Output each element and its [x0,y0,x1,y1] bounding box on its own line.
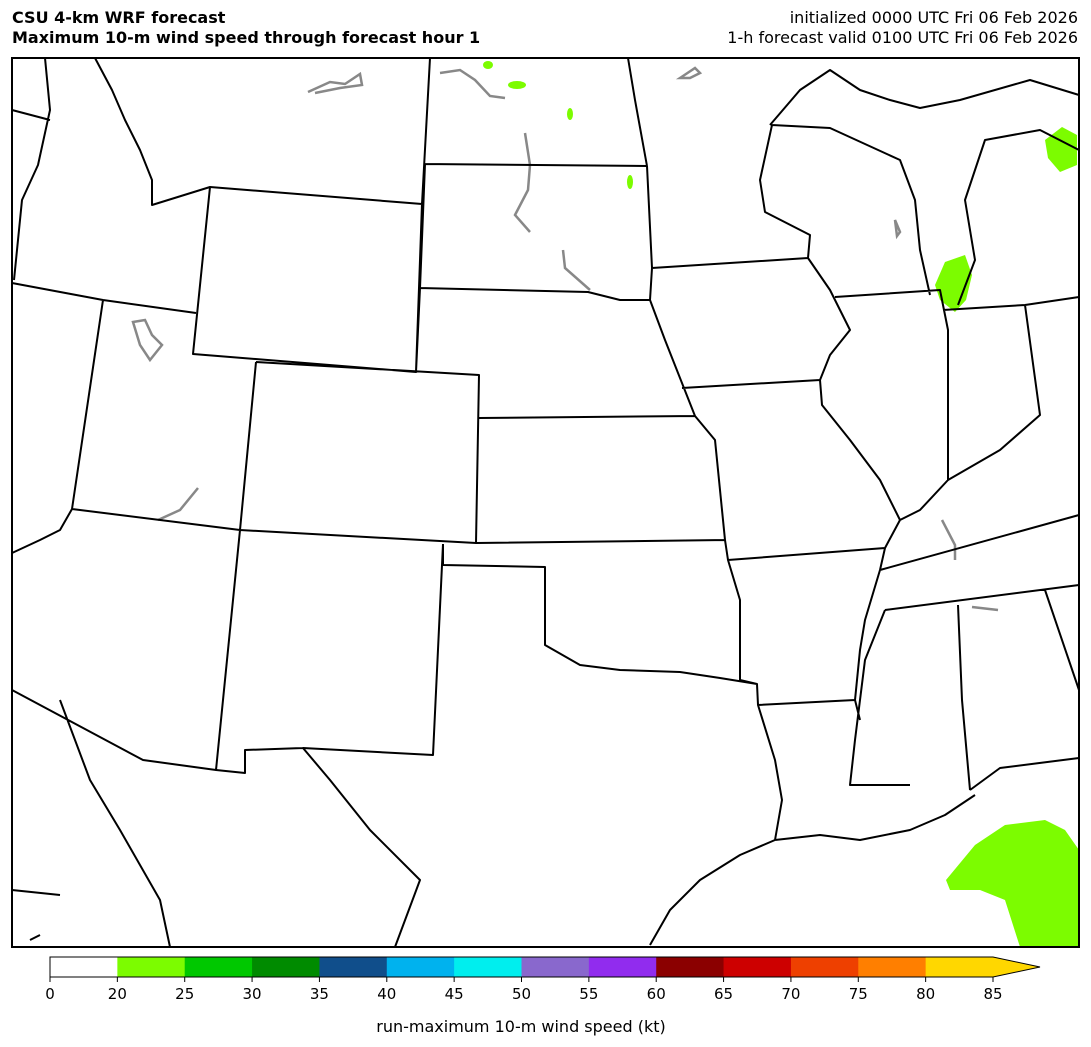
colorbar-segment [454,957,522,977]
lake [157,487,199,522]
colorbar-segment [588,957,657,977]
colorbar-outline [49,956,1041,978]
init-time: initialized 0000 UTC Fri 06 Feb 2026 [790,8,1078,27]
colorbar-segment [184,957,253,977]
colorbar-segment [50,957,118,977]
wind-patch [627,175,633,189]
title: CSU 4-km WRF forecast [12,8,226,27]
colorbar-segment [117,957,186,977]
colorbar-tick-label: 85 [983,985,1002,1003]
subtitle: Maximum 10-m wind speed through forecast… [12,28,480,47]
colorbar-tick-label: 60 [647,985,666,1003]
colorbar-segment [925,957,994,977]
colorbar-tick-label: 70 [781,985,800,1003]
colorbar-segment [319,957,388,977]
colorbar-tick-label: 35 [310,985,329,1003]
lake [971,605,999,612]
lakes [131,66,999,612]
lake [940,519,957,560]
colorbar-segment [656,957,725,977]
lake [439,68,506,100]
wind-patch [567,108,573,120]
colorbar-extension [993,957,1040,977]
colorbar-segment [252,957,320,977]
lake [513,132,532,233]
colorbar-tick-label: 75 [849,985,868,1003]
valid-time: 1-h forecast valid 0100 UTC Fri 06 Feb 2… [727,28,1078,47]
wind-patch [935,255,972,312]
lake [675,66,703,80]
wind-patch [508,81,526,89]
colorbar-tick-label: 45 [445,985,464,1003]
map-background [12,58,1079,947]
state-borders [11,57,1080,948]
wind-patch [946,820,1079,947]
colorbar-tick-label: 25 [175,985,194,1003]
map [11,57,1080,948]
colorbar-segment [858,957,927,977]
colorbar-tick-label: 20 [108,985,127,1003]
lake [893,219,902,240]
colorbar-tick-label: 40 [377,985,396,1003]
wind-patch [483,61,493,69]
map-frame [11,57,1080,948]
colorbar-segment [386,957,455,977]
colorbar: 0 20 25 30 35 40 45 50 55 60 65 70 75 80 85 [45,956,1041,1003]
lake [307,71,364,95]
colorbar-tick-label: 50 [512,985,531,1003]
wind-patches [483,61,1079,947]
colorbar-tick-label: 80 [916,985,935,1003]
lake [561,249,591,291]
colorbar-segment [521,957,590,977]
colorbar-segment [790,957,859,977]
border [11,57,1080,948]
wind-patch [1045,127,1077,172]
colorbar-segment [723,957,792,977]
colorbar-tick-label: 65 [714,985,733,1003]
colorbar-tick-label: 30 [243,985,262,1003]
colorbar-tick-label: 55 [579,985,598,1003]
colorbar-label: run-maximum 10-m wind speed (kt) [376,1017,666,1036]
colorbar-tick-label: 0 [45,985,55,1003]
lake [131,318,164,363]
